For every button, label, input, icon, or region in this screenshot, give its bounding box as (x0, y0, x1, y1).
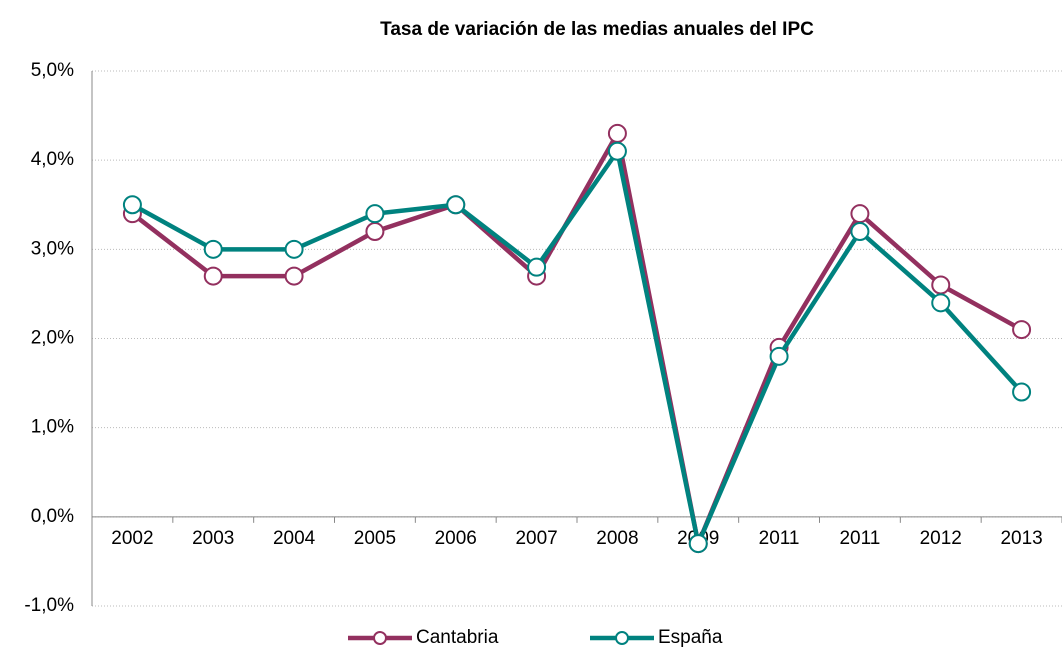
x-tick-label: 2011 (759, 528, 800, 549)
marker (931, 275, 951, 295)
x-tick-label: 2008 (596, 528, 638, 549)
y-tick-label: 0,0% (31, 506, 74, 527)
marker (607, 141, 627, 161)
chart-title: Tasa de variación de las medias anuales … (380, 19, 814, 40)
x-tick-label: 2002 (111, 528, 153, 549)
marker (122, 195, 142, 215)
x-tick-label: 2005 (354, 528, 396, 549)
y-tick-label: 3,0% (31, 238, 74, 259)
series-line (131, 131, 1023, 546)
x-tick-label: 2003 (192, 528, 234, 549)
marker (1012, 320, 1032, 340)
x-tick-label: 2004 (273, 528, 316, 549)
marker (284, 239, 304, 259)
x-tick-label: 2012 (920, 528, 962, 549)
marker (688, 534, 708, 554)
marker (607, 123, 627, 143)
y-tick-label: 1,0% (31, 417, 74, 438)
marker (1012, 382, 1032, 402)
x-tick-label: 2013 (1000, 528, 1042, 549)
marker (284, 266, 304, 286)
y-tick-label: -1,0% (24, 595, 74, 616)
y-tick-label: 5,0% (31, 60, 74, 81)
marker (365, 204, 385, 224)
marker (769, 346, 789, 366)
marker (203, 266, 223, 286)
legend-label: Cantabria (416, 627, 499, 648)
marker (850, 204, 870, 224)
y-tick-label: 4,0% (31, 149, 74, 170)
marker (446, 195, 466, 215)
legend-marker (373, 631, 387, 645)
marker (527, 257, 547, 277)
marker (931, 293, 951, 313)
marker (203, 239, 223, 259)
series-line (131, 149, 1024, 546)
marker (365, 222, 385, 241)
x-tick-label: 2006 (435, 528, 477, 549)
legend-marker (615, 631, 629, 645)
x-tick-label: 2007 (515, 528, 557, 549)
legend-label: España (658, 627, 723, 648)
marker (850, 222, 870, 241)
y-tick-label: 2,0% (31, 328, 74, 349)
x-tick-label: 2011 (839, 528, 880, 549)
